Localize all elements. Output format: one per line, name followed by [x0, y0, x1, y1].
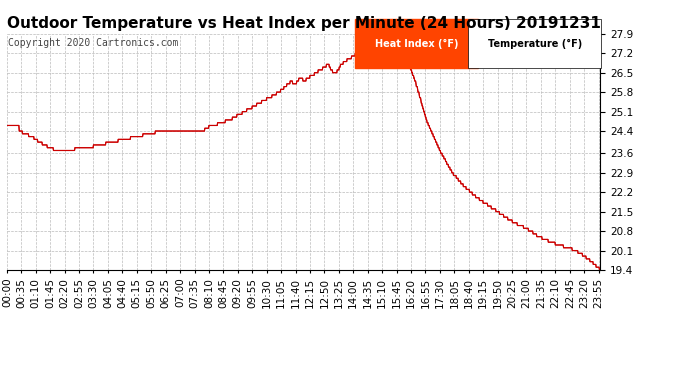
- Title: Outdoor Temperature vs Heat Index per Minute (24 Hours) 20191231: Outdoor Temperature vs Heat Index per Mi…: [7, 16, 600, 31]
- Text: Copyright 2020 Cartronics.com: Copyright 2020 Cartronics.com: [8, 39, 179, 48]
- Text: Heat Index (°F): Heat Index (°F): [375, 39, 458, 48]
- Text: Temperature (°F): Temperature (°F): [488, 39, 582, 48]
